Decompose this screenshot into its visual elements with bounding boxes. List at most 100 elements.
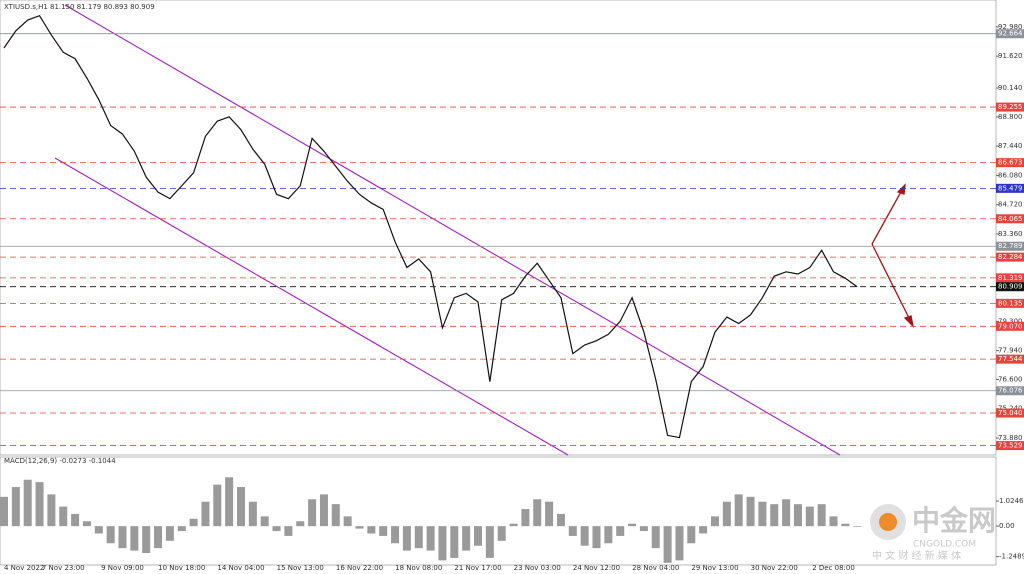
level-tag — [996, 441, 1024, 451]
y-tick-label: 92.980 — [998, 23, 1023, 31]
macd-bar — [177, 526, 186, 532]
macd-bar — [639, 526, 648, 532]
macd-bar — [130, 526, 139, 551]
y-tick-label: 0.00 — [999, 522, 1015, 530]
macd-bar — [438, 526, 447, 561]
level-label: 82.284 — [998, 253, 1023, 261]
level-tag — [996, 241, 1024, 251]
level-tag — [996, 354, 1024, 364]
macd-bar — [746, 496, 755, 527]
level-tag — [996, 408, 1024, 418]
macd-bar — [225, 477, 234, 527]
macd-title: MACD(12,26,9) -0.0273 -0.1044 — [4, 457, 116, 465]
macd-bar — [758, 501, 767, 527]
macd-bar — [521, 509, 530, 527]
macd-bar — [71, 513, 80, 527]
macd-bar — [592, 526, 601, 549]
macd-bar — [213, 484, 222, 527]
macd-bar — [675, 526, 684, 561]
level-label: 89.255 — [998, 103, 1023, 111]
watermark-name: 中金网 — [912, 504, 996, 537]
level-label: 80.135 — [998, 299, 1023, 307]
watermark-site: CNGOLD.COM — [913, 540, 976, 550]
y-tick-label: 73.880 — [998, 434, 1023, 442]
macd-bar — [663, 526, 672, 563]
macd-bar — [308, 499, 317, 527]
level-tag — [996, 282, 1024, 292]
x-tick-label: 9 Nov 09:00 — [101, 564, 144, 572]
macd-bar — [272, 526, 281, 532]
macd-bar — [817, 504, 826, 527]
macd-bar — [782, 499, 791, 527]
x-tick-label: 14 Nov 04:00 — [217, 564, 264, 572]
x-tick-label: 10 Nov 18:00 — [158, 564, 205, 572]
macd-bar — [450, 526, 459, 558]
level-tag — [996, 29, 1024, 39]
level-label: 77.544 — [998, 355, 1023, 363]
macd-bar — [296, 521, 305, 527]
macd-bar — [237, 487, 245, 527]
macd-bar — [485, 526, 494, 558]
macd-bar — [165, 526, 174, 541]
x-tick-label: 24 Nov 12:00 — [573, 564, 620, 572]
macd-bar — [474, 526, 482, 546]
price-line — [3, 14, 858, 439]
level-label: 79.070 — [998, 322, 1023, 330]
macd-bar — [699, 526, 708, 534]
level-tag — [996, 321, 1024, 331]
trend-channel — [54, 4, 841, 456]
macd-bar — [82, 521, 91, 527]
level-tag — [996, 273, 1024, 283]
macd-panel — [0, 456, 997, 566]
macd-bar — [35, 482, 44, 527]
macd-bar — [651, 526, 660, 549]
macd-bar — [580, 526, 589, 546]
y-tick-label: 84.720 — [998, 201, 1023, 209]
macd-bar — [841, 523, 850, 527]
macd-bar — [260, 516, 269, 527]
macd-bar — [545, 501, 554, 527]
macd-bar — [426, 526, 435, 551]
y-tick-label: 83.360 — [998, 230, 1023, 238]
x-tick-label: 18 Nov 08:00 — [395, 564, 442, 572]
x-tick-label: 16 Nov 22:00 — [336, 564, 383, 572]
macd-bar — [414, 526, 423, 549]
y-tick-label: 91.620 — [998, 52, 1023, 60]
macd-bar — [793, 504, 802, 527]
macd-bar — [770, 504, 779, 527]
macd-bar — [118, 526, 127, 549]
macd-bar — [853, 526, 862, 527]
macd-bar — [284, 526, 293, 536]
y-tick-label: 77.940 — [998, 347, 1023, 355]
macd-bar — [722, 501, 731, 527]
macd-bar — [829, 516, 838, 527]
macd-bar — [402, 526, 411, 551]
y-tick-label: 87.440 — [998, 142, 1023, 150]
level-label: 75.040 — [998, 409, 1023, 417]
level-label: 73.529 — [998, 442, 1023, 450]
macd-bar — [23, 479, 32, 527]
level-label: 85.479 — [998, 184, 1023, 192]
level-tag — [996, 183, 1024, 193]
level-label: 81.319 — [998, 274, 1023, 282]
y-tick-label: 79.300 — [998, 317, 1023, 325]
level-tag — [996, 158, 1024, 168]
macd-bar — [734, 494, 743, 527]
macd-bar — [462, 526, 471, 551]
watermark: 中金网 CNGOLD.COM 中 文 财 经 新 媒 体 — [870, 504, 996, 562]
macd-bar — [711, 516, 719, 527]
level-label: 84.065 — [998, 215, 1023, 223]
macd-bar — [331, 504, 340, 527]
macd-bar — [568, 526, 577, 536]
x-tick-label: 7 Nov 23:00 — [42, 564, 85, 572]
y-tick-label: 86.080 — [998, 171, 1023, 179]
macd-bar — [47, 494, 56, 527]
chart-title: XTIUSD.s,H1 81.150 81.179 80.893 80.909 — [4, 3, 155, 11]
main-panel — [0, 0, 997, 456]
y-tick-label: 90.140 — [998, 84, 1023, 92]
macd-bar — [355, 526, 364, 529]
macd-bar — [59, 506, 68, 527]
macd-bar — [11, 487, 20, 527]
x-tick-label: 15 Nov 13:00 — [277, 564, 324, 572]
macd-bar — [319, 494, 328, 527]
